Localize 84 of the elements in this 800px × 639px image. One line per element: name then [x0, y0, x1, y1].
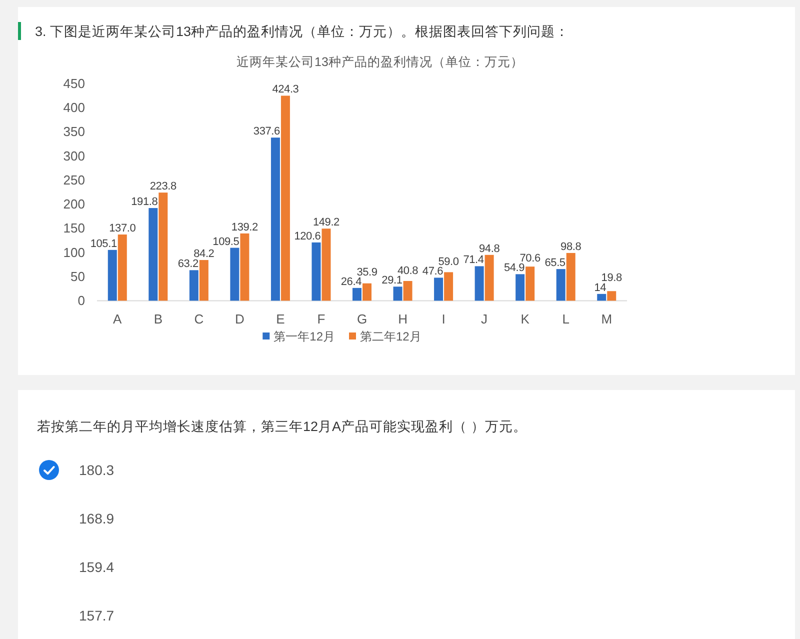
data-label: 59.0 — [438, 256, 459, 268]
y-tick-label: 300 — [63, 148, 85, 164]
data-label: 139.2 — [231, 221, 258, 234]
y-tick-label: 150 — [63, 220, 85, 236]
bar — [566, 252, 576, 301]
bar — [526, 266, 535, 301]
text: 若按第二年的月平均增长速度估算，第三年12月A产品可能实现盈利（ ）万元。 — [37, 419, 527, 434]
data-label: 105.1 — [90, 238, 117, 250]
data-label: 54.9 — [504, 262, 525, 274]
data-label: 337.6 — [253, 126, 280, 138]
bar — [393, 286, 402, 301]
x-tick-label: G — [356, 312, 368, 327]
text: 157.7 — [79, 608, 114, 624]
bar — [230, 248, 240, 301]
bar — [444, 272, 454, 301]
y-tick-label: 200 — [63, 196, 85, 212]
bar — [362, 283, 372, 301]
data-label: 29.1 — [382, 274, 402, 287]
bar — [108, 250, 117, 301]
legend-label: 第一年12月 — [274, 329, 335, 344]
bar — [322, 228, 331, 301]
bar — [270, 138, 280, 301]
data-label: 137.0 — [109, 222, 136, 235]
x-tick-label: E — [276, 312, 286, 327]
bar — [516, 274, 525, 301]
data-label: 70.6 — [520, 252, 540, 265]
data-label: 109.5 — [212, 236, 240, 248]
x-tick-label: L — [562, 312, 570, 327]
data-label: 47.6 — [422, 266, 444, 278]
bar — [556, 269, 566, 301]
data-label: 149.2 — [312, 216, 340, 229]
text: 180.3 — [79, 462, 114, 478]
bar — [352, 288, 362, 301]
data-label: 40.8 — [397, 264, 418, 277]
data-label: 35.9 — [356, 266, 378, 278]
x-tick-label: M — [601, 312, 612, 327]
bar — [148, 208, 158, 301]
bar — [434, 278, 444, 301]
bar — [597, 294, 606, 301]
data-label: 424.3 — [272, 84, 299, 96]
x-tick-label: H — [398, 312, 408, 327]
bar — [403, 280, 412, 301]
text: 168.9 — [79, 510, 114, 526]
x-tick-label: D — [234, 312, 244, 327]
x-tick-label: J — [481, 312, 488, 327]
bar — [474, 266, 484, 301]
y-tick-label: 450 — [63, 76, 85, 91]
text: 3. 下图是近两年某公司13种产品的盈利情况（单位：万元）。根据图表回答下列问题： — [35, 24, 570, 39]
data-label: 14 — [594, 282, 606, 294]
y-tick-label: 250 — [63, 172, 85, 188]
x-tick-label: A — [113, 312, 122, 327]
y-tick-label: 0 — [78, 293, 85, 308]
data-label: 26.4 — [340, 276, 362, 288]
bar — [158, 192, 168, 301]
data-label: 71.4 — [463, 254, 484, 266]
y-tick-label: 100 — [63, 244, 85, 260]
y-tick-label: 350 — [63, 124, 85, 140]
data-label: 191.8 — [131, 196, 158, 208]
x-tick-label: F — [317, 312, 326, 327]
text: 159.4 — [79, 559, 114, 575]
bar — [118, 234, 127, 301]
bar — [240, 233, 250, 301]
data-label: 63.2 — [178, 258, 199, 270]
x-tick-label: C — [194, 312, 204, 327]
x-tick-label: I — [442, 312, 446, 327]
bar — [312, 242, 321, 301]
x-tick-label: B — [154, 312, 162, 327]
bar — [607, 291, 616, 301]
bar — [199, 260, 208, 301]
legend-label: 第二年12月 — [360, 329, 422, 344]
y-tick-label: 50 — [70, 269, 85, 284]
y-tick-label: 400 — [63, 100, 85, 115]
data-label: 19.8 — [601, 272, 622, 284]
data-label: 223.8 — [150, 180, 176, 193]
data-label: 65.5 — [544, 257, 566, 270]
data-label: 84.2 — [194, 248, 214, 260]
data-label: 98.8 — [560, 240, 582, 253]
x-tick-label: K — [520, 312, 530, 327]
chart-title: 近两年某公司13种产品的盈利情况（单位：万元） — [236, 55, 524, 69]
bar — [189, 270, 198, 301]
data-label: 94.8 — [479, 242, 500, 255]
bar — [280, 96, 290, 301]
bar — [484, 254, 494, 301]
data-label: 120.6 — [294, 230, 321, 242]
